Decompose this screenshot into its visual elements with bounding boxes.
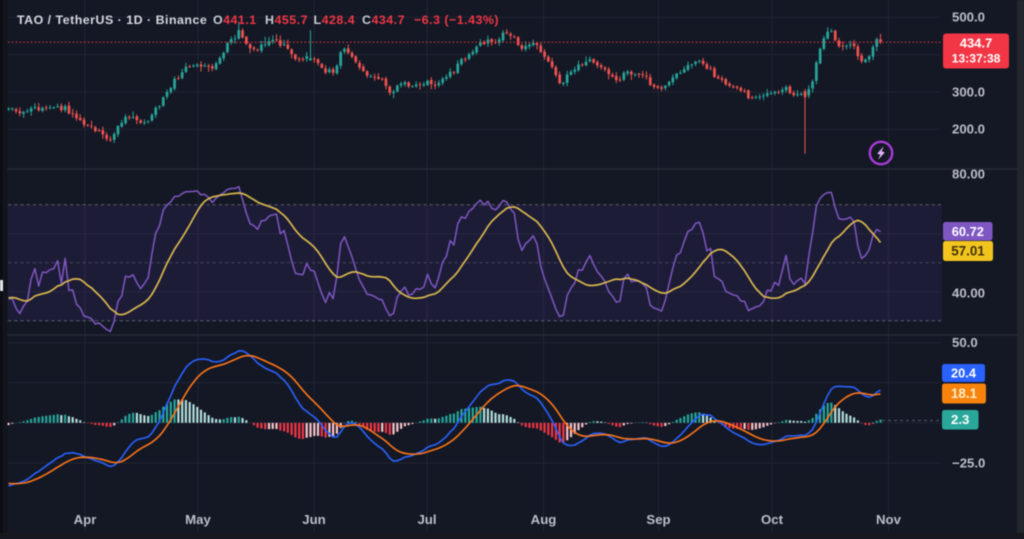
svg-text:13:37:38: 13:37:38 <box>952 52 1001 66</box>
svg-text:Jul: Jul <box>417 512 436 527</box>
svg-text:18.1: 18.1 <box>951 386 978 401</box>
svg-text:20.4: 20.4 <box>951 366 977 381</box>
svg-text:2.3: 2.3 <box>951 412 969 427</box>
svg-text:300.0: 300.0 <box>952 85 985 100</box>
svg-text:50.0: 50.0 <box>952 335 978 350</box>
svg-text:60.72: 60.72 <box>952 224 984 239</box>
svg-text:40.00: 40.00 <box>952 286 985 301</box>
svg-text:May: May <box>185 512 211 527</box>
svg-text:Apr: Apr <box>74 512 97 527</box>
svg-text:57.01: 57.01 <box>951 244 985 259</box>
svg-text:80.00: 80.00 <box>952 167 985 182</box>
svg-text:Jun: Jun <box>302 512 325 527</box>
svg-text:−25.0: −25.0 <box>952 456 985 471</box>
svg-text:Oct: Oct <box>761 512 784 527</box>
svg-text:200.0: 200.0 <box>952 122 985 137</box>
svg-text:500.0: 500.0 <box>952 10 985 25</box>
svg-text:Sep: Sep <box>646 512 670 527</box>
svg-text:434.7: 434.7 <box>960 36 993 51</box>
svg-text:Nov: Nov <box>876 512 902 527</box>
svg-text:Aug: Aug <box>531 512 557 527</box>
